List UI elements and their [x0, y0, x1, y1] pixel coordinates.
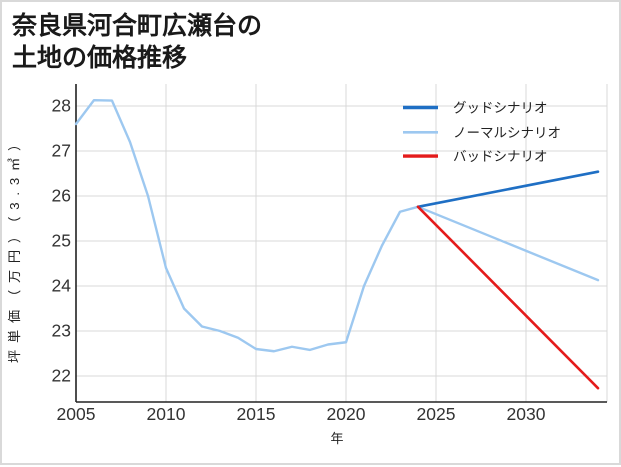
svg-text:ノーマルシナリオ: ノーマルシナリオ — [453, 125, 561, 140]
svg-text:2025: 2025 — [417, 404, 456, 424]
svg-text:24: 24 — [52, 276, 72, 296]
svg-text:グッドシナリオ: グッドシナリオ — [453, 101, 548, 116]
svg-text:26: 26 — [52, 186, 71, 206]
svg-text:2015: 2015 — [237, 404, 276, 424]
svg-text:2005: 2005 — [57, 404, 96, 424]
svg-text:坪単価（万円）（3.3㎥）: 坪単価（万円）（3.3㎥） — [7, 131, 22, 363]
svg-text:28: 28 — [52, 96, 71, 116]
svg-text:27: 27 — [52, 141, 71, 161]
svg-text:2020: 2020 — [327, 404, 366, 424]
svg-text:23: 23 — [52, 321, 71, 341]
svg-text:2030: 2030 — [507, 404, 546, 424]
svg-text:2010: 2010 — [147, 404, 186, 424]
svg-text:25: 25 — [52, 231, 71, 251]
svg-text:22: 22 — [52, 366, 71, 386]
svg-text:バッドシナリオ: バッドシナリオ — [453, 149, 548, 164]
svg-text:年: 年 — [330, 431, 343, 446]
